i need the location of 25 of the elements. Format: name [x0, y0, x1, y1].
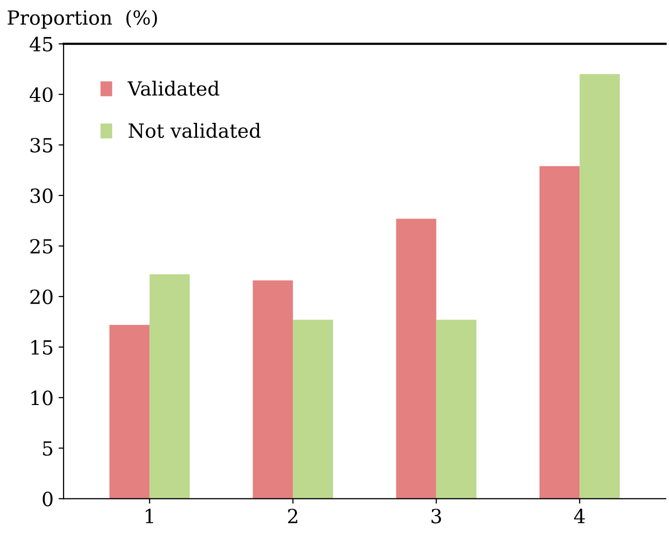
y-tick-label: 20 [30, 289, 53, 304]
x-tick-label: 1 [146, 508, 153, 524]
x-tick-label: 2 [288, 508, 298, 524]
legend-label: Validated [128, 80, 220, 96]
y-tick-label: 15 [31, 340, 52, 355]
bar [150, 274, 190, 499]
bar [580, 74, 620, 499]
bar [252, 280, 293, 499]
bar [292, 320, 334, 499]
legend-label: Not validated [128, 122, 261, 138]
y-tick-label: 0 [42, 492, 53, 506]
bar [109, 324, 150, 499]
y-tick-label: 35 [30, 138, 52, 153]
bar [540, 166, 580, 499]
x-tick-label: 4 [574, 508, 585, 524]
y-tick-label: 25 [30, 238, 52, 254]
y-axis-title: Proportion (%) [8, 10, 157, 29]
x-tick-label: 3 [432, 508, 442, 524]
y-tick-label: 5 [43, 441, 52, 456]
y-tick-label: 10 [31, 390, 53, 406]
bar [436, 320, 476, 499]
y-tick-label: 30 [30, 188, 53, 204]
bar [396, 218, 436, 499]
y-tick-label: 45 [30, 36, 52, 52]
y-tick-label: 40 [30, 87, 53, 102]
